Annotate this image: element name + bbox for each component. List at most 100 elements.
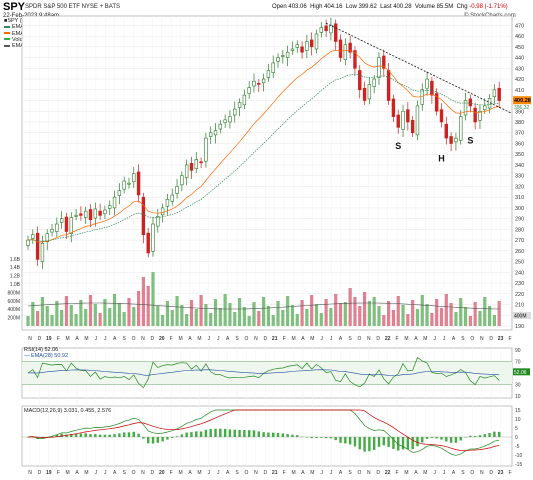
volume-bar [242, 307, 246, 326]
volume-bar [194, 309, 198, 326]
x-tick-label: M [84, 336, 88, 342]
x-tick-label: F [283, 336, 286, 342]
candle-body [406, 109, 410, 123]
candle-body [338, 39, 343, 58]
x-tick-label-bottom: 23 [498, 470, 504, 476]
macd-histogram-bar [103, 434, 107, 437]
candle-body [64, 216, 69, 232]
macd-histogram-bar [459, 437, 462, 441]
candle-body [55, 223, 59, 232]
candle-body [88, 209, 93, 221]
macd-histogram-bar [228, 429, 232, 437]
macd-histogram-bar [243, 430, 246, 437]
x-tick-label-bottom: 20 [159, 470, 165, 476]
candle-body [218, 123, 223, 130]
symbol-description: SPDR S&P 500 ETF NYSE + BATS [25, 4, 120, 10]
volume-bar [175, 296, 179, 326]
x-tick-label: N [254, 336, 258, 342]
x-tick-label: S [461, 336, 465, 342]
macd-histogram-bar [180, 434, 184, 437]
macd-histogram-bar [70, 433, 73, 437]
candle-body [353, 50, 357, 69]
price-tick-label: 290 [515, 217, 524, 223]
volume-bar [483, 297, 487, 326]
x-tick-label-bottom: A [75, 470, 79, 476]
volume-bar [367, 301, 371, 326]
x-tick-label-bottom: F [396, 470, 399, 476]
x-tick-label-bottom: O [470, 470, 474, 476]
x-tick-label: D [151, 336, 155, 342]
price-tick-label: 360 [515, 141, 524, 147]
candle-body [40, 243, 45, 262]
macd-histogram-bar [310, 437, 313, 439]
macd-histogram-bar [397, 437, 400, 451]
x-tick-label-bottom: J [330, 470, 333, 476]
volume-bar [353, 297, 357, 326]
x-tick-label-bottom: A [414, 470, 418, 476]
x-tick-label: J [217, 336, 220, 342]
candle-body [252, 80, 256, 87]
price-tick-label: 380 [515, 120, 524, 126]
x-tick-label-bottom: J [208, 470, 211, 476]
macd-histogram-bar [209, 428, 212, 437]
x-tick-label: J [443, 336, 446, 342]
macd-histogram-bar [204, 429, 208, 437]
x-tick-label-bottom: F [508, 470, 511, 476]
last-price-tag-box [513, 96, 531, 105]
price-tick-label: 450 [515, 45, 524, 51]
macd-histogram-bar [358, 437, 361, 450]
volume-bar [98, 313, 102, 326]
price-tick-label: 340 [515, 163, 524, 169]
x-tick-label-bottom: A [226, 470, 230, 476]
volume-bar [387, 301, 391, 326]
volume-bar [319, 313, 323, 326]
macd-histogram-bar [411, 437, 414, 450]
legend-swatch [4, 38, 10, 41]
ema30-line [27, 73, 500, 242]
volume-tick-label: 1.2B [10, 274, 21, 280]
volume-bar [189, 300, 194, 326]
volume-bar [290, 305, 295, 326]
x-tick-label-bottom: O [132, 470, 136, 476]
x-tick-label-bottom: M [423, 470, 427, 476]
macd-histogram-bar [324, 437, 328, 439]
candle-body [276, 57, 280, 62]
volume-bar [261, 297, 266, 326]
quote-values: Open 403.06 High 404.16 Low 399.62 Last … [272, 4, 508, 10]
candle-body [35, 232, 40, 260]
macd-histogram-bar [483, 434, 486, 437]
volume-bar [55, 301, 59, 326]
x-tick-label-bottom: 19 [46, 470, 52, 476]
candle-body [237, 102, 242, 108]
candle-body [199, 161, 203, 164]
candle-body [305, 41, 309, 51]
x-tick-label: M [197, 336, 201, 342]
volume-tick-label: 600M [7, 299, 20, 305]
volume-bar [209, 313, 213, 326]
candle-body [141, 196, 146, 236]
candle-body [156, 216, 160, 227]
volume-bar [132, 307, 136, 326]
last-price-tag: 400.28 [514, 98, 531, 104]
macd-histogram-bar [36, 437, 39, 439]
volume-bar [79, 300, 83, 326]
candle-body [343, 44, 348, 61]
x-tick-label-bottom: N [367, 470, 371, 476]
volume-bar [497, 301, 501, 326]
x-tick-label: M [310, 336, 314, 342]
macd-histogram-bar [60, 433, 63, 437]
candle-body [266, 70, 271, 78]
macd-histogram-bar [195, 431, 198, 437]
x-tick-label: A [188, 336, 192, 342]
macd-histogram-bar [257, 431, 260, 437]
price-tick-label: 330 [515, 174, 524, 180]
price-tick-label: 210 [515, 303, 524, 309]
x-tick-label-bottom: S [348, 470, 352, 476]
pattern-label: S [395, 141, 401, 151]
price-tick-label: 440 [515, 56, 524, 62]
volume-bar [266, 306, 271, 326]
volume-bar [228, 303, 232, 326]
x-tick-label-bottom: S [122, 470, 126, 476]
volume-bar [468, 316, 472, 326]
volume-bar [252, 302, 256, 326]
